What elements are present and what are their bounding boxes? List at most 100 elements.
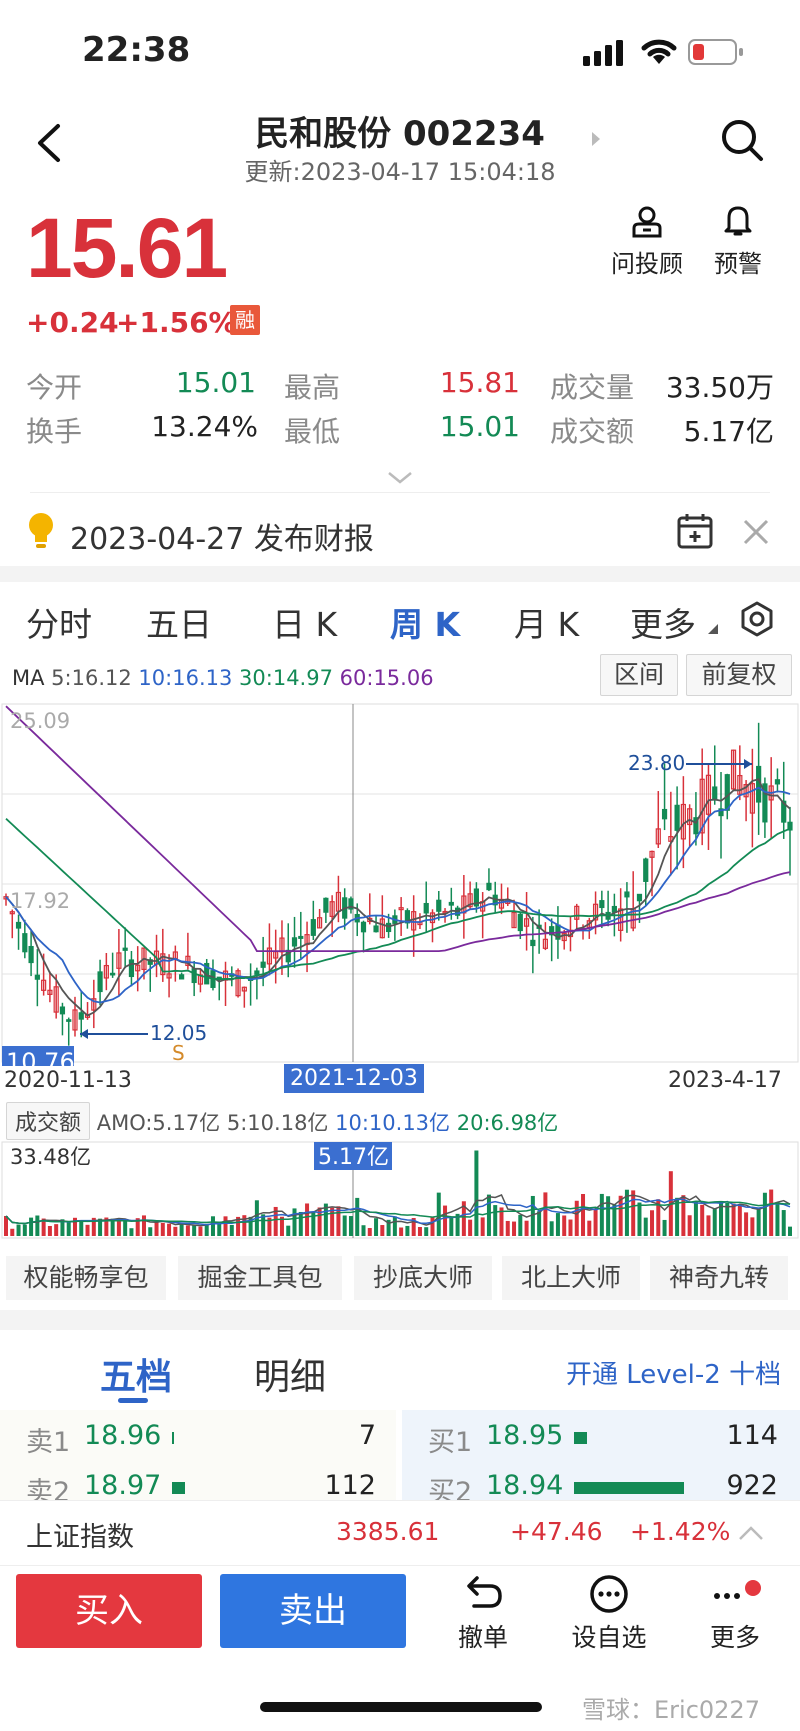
buy2-price: 18.94 [486, 1470, 564, 1501]
candle-body [116, 952, 122, 969]
section-divider [0, 566, 800, 582]
volume-bar [436, 1192, 441, 1236]
candle-body [41, 979, 47, 991]
candle-body [179, 974, 185, 980]
candle-body [72, 1009, 78, 1031]
volume-bar [480, 1217, 485, 1236]
volume-bar [643, 1217, 648, 1236]
expand-chevron-icon[interactable] [386, 470, 414, 486]
settings-hexagon-icon[interactable] [738, 600, 776, 638]
candle-body [122, 947, 128, 951]
forward-adjust-button[interactable]: 前复权 [686, 654, 792, 696]
close-icon[interactable] [740, 516, 772, 548]
current-price: 15.61 [26, 201, 228, 295]
volume-bar [631, 1190, 636, 1236]
volume-bar [204, 1223, 209, 1236]
volume-bar [662, 1219, 667, 1236]
moving-average-lines [5, 705, 791, 1017]
price-change-percent: +1.56% [116, 306, 237, 339]
back-button[interactable] [30, 118, 70, 168]
volume-bar [725, 1202, 730, 1236]
chevron-up-icon[interactable] [738, 1525, 764, 1541]
sell2-price: 18.97 [84, 1470, 162, 1501]
volume-bar [336, 1206, 341, 1236]
more-label: 更多 [709, 1623, 760, 1652]
volume-bar [330, 1207, 335, 1236]
volume-bar [10, 1228, 15, 1236]
ma5-line [5, 778, 791, 1017]
buy2-volume-bar [574, 1482, 684, 1494]
volume-bar [781, 1210, 786, 1236]
candle-body [655, 828, 661, 845]
tab-trade-detail[interactable]: 明细 [254, 1357, 327, 1398]
volume-bar [411, 1218, 416, 1236]
volume-bar [317, 1207, 322, 1236]
sell-button[interactable]: 卖出 [220, 1574, 406, 1648]
tab-intraday[interactable]: 分时 [26, 605, 92, 644]
volume-cursor-bg [314, 1142, 392, 1170]
tab-more[interactable]: 更多 [630, 605, 696, 644]
undo-icon [467, 1576, 502, 1608]
volume-bar [392, 1216, 397, 1236]
candle-body [9, 911, 15, 915]
calendar-add-icon[interactable] [676, 512, 714, 550]
tab-monthly-k[interactable]: 月 K [514, 605, 580, 644]
wifi-icon [641, 39, 677, 64]
level2-upgrade-link[interactable]: 开通 Level-2 十档 [566, 1360, 782, 1390]
tool-rights-pack[interactable]: 权能畅享包 [6, 1256, 166, 1300]
ma30-value: 30:14.97 [239, 666, 333, 690]
add-watchlist-button[interactable]: 设自选 [564, 1574, 654, 1654]
volume-bar [681, 1195, 686, 1236]
candle-body [166, 973, 172, 979]
buy-button[interactable]: 买入 [16, 1574, 202, 1648]
candle-body [511, 911, 517, 929]
index-ticker-bar[interactable]: 上证指数 3385.61 +47.46 +1.42% [0, 1500, 800, 1566]
tool-gold-pack[interactable]: 掘金工具包 [178, 1256, 342, 1300]
cancel-order-button[interactable]: 撤单 [438, 1574, 528, 1654]
volume-bar [116, 1219, 121, 1236]
tool-nine-turn[interactable]: 神奇九转 [650, 1256, 788, 1300]
sell1-price: 18.96 [84, 1420, 162, 1451]
search-icon[interactable] [720, 118, 764, 162]
volume-bar [581, 1194, 586, 1236]
range-button[interactable]: 区间 [600, 654, 678, 696]
bell-icon [724, 206, 752, 236]
volume-bar [637, 1202, 642, 1236]
volume-chart[interactable]: 33.48亿 5.17亿 [0, 1140, 800, 1240]
candle-body [523, 918, 530, 927]
chevron-right-icon[interactable] [590, 130, 602, 148]
candle-body [574, 905, 580, 920]
watermark: 雪球：Eric0227 [582, 1696, 760, 1724]
candle-body [254, 970, 260, 975]
candle-body [241, 986, 247, 992]
high-value: 15.81 [439, 366, 520, 399]
price-alert-button[interactable]: 预警 [693, 204, 783, 279]
candle-body [473, 888, 479, 907]
volume-bar [361, 1225, 366, 1236]
candle-body [429, 912, 436, 924]
volume-bar [656, 1199, 661, 1236]
candle-body [517, 913, 523, 932]
candle-body [91, 998, 97, 1011]
volume-indicator-select[interactable]: 成交额 [6, 1102, 91, 1140]
tool-north-master[interactable]: 北上大师 [502, 1256, 640, 1300]
more-button[interactable]: 更多 [690, 1574, 780, 1654]
tool-bottom-master[interactable]: 抄底大师 [354, 1256, 492, 1300]
tab-weekly-k[interactable]: 周 K [390, 605, 461, 644]
index-change: +47.46 [510, 1517, 603, 1546]
volume-bar [72, 1217, 77, 1236]
tab-five-day[interactable]: 五日 [146, 605, 212, 644]
volume-bar [123, 1220, 128, 1236]
candle-body [147, 959, 153, 965]
tab-daily-k[interactable]: 日 K [272, 605, 338, 644]
volume-bar [104, 1217, 109, 1236]
candle-body [266, 947, 273, 965]
advisor-button[interactable]: 问投顾 [602, 204, 692, 279]
candle-body [379, 918, 385, 939]
weekly-kline-chart[interactable]: 25.09 17.92 10.76 23.80 12.05 S [0, 700, 800, 1066]
earnings-notice-text[interactable]: 2023-04-27 发布财报 [70, 522, 374, 557]
volume-legend: 成交额 AMO:5.17亿 5:10.18亿 10:10.13亿 20:6.98… [6, 1102, 558, 1140]
volume-bar [223, 1216, 228, 1236]
max-price-label: 23.80 [628, 751, 685, 775]
tab-five-level[interactable]: 五档 [100, 1357, 173, 1398]
